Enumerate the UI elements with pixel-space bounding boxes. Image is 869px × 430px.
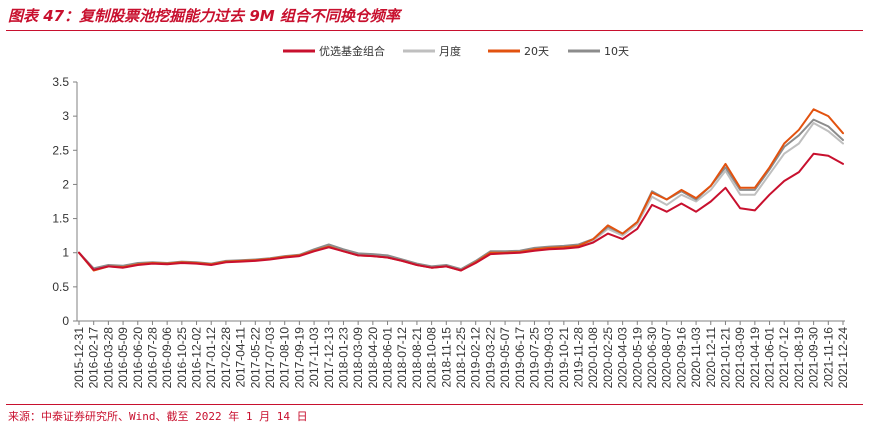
x-tick-label: 2020-04-03 <box>616 327 630 389</box>
legend-label: 20天 <box>524 45 549 58</box>
chart-title: 图表 47：复制股票池挖掘能力过去 9M 组合不同换仓频率 <box>8 7 400 25</box>
x-tick-label: 2017-02-28 <box>219 327 233 389</box>
x-tick-label: 2017-01-12 <box>204 327 218 389</box>
x-tick-label: 2019-09-03 <box>542 327 556 389</box>
legend-label: 优选基金组合 <box>319 44 385 58</box>
y-tick-label: 0.5 <box>52 280 69 294</box>
y-tick-label: 1 <box>62 246 69 260</box>
x-tick-label: 2016-05-09 <box>116 327 130 389</box>
x-tick-label: 2020-06-30 <box>645 327 659 389</box>
legend: 优选基金组合 月度 20天 10天 <box>283 44 629 58</box>
title-divider <box>6 30 863 31</box>
x-tick-label: 2019-07-25 <box>527 327 541 389</box>
y-tick-label: 0 <box>62 314 69 328</box>
x-tick-label: 2019-02-12 <box>469 327 483 389</box>
x-tick-label: 2016-12-02 <box>190 327 204 389</box>
x-tick-label: 2017-08-10 <box>278 327 292 389</box>
x-tick-label: 2021-09-30 <box>807 327 821 389</box>
x-tick-label: 2020-02-25 <box>601 327 615 389</box>
y-tick-label: 2 <box>62 177 69 191</box>
series-lines <box>78 108 844 272</box>
series-line-2 <box>78 108 844 272</box>
y-tick-label: 3.5 <box>52 75 69 89</box>
series-line-1 <box>78 122 844 271</box>
x-tick-label: 2017-12-13 <box>322 327 336 389</box>
legend-label: 10天 <box>604 45 629 58</box>
x-tick-label: 2020-11-03 <box>689 327 703 388</box>
x-tick-label: 2019-11-28 <box>572 327 586 388</box>
x-tick-label: 2020-08-07 <box>660 327 674 389</box>
x-tick-label: 2021-01-21 <box>718 327 732 389</box>
series-line-0 <box>78 152 844 272</box>
y-tick-label: 1.5 <box>52 212 69 226</box>
y-axis-ticks: 0 0.5 1 1.5 2 2.5 3 3.5 <box>52 75 77 328</box>
x-tick-label: 2021-03-09 <box>733 327 747 389</box>
x-tick-label: 2021-06-01 <box>763 327 777 389</box>
x-tick-label: 2015-12-31 <box>72 327 86 389</box>
x-tick-label: 2021-11-16 <box>821 327 835 388</box>
y-tick-label: 2.5 <box>52 143 69 157</box>
line-chart: 优选基金组合 月度 20天 10天 0 0.5 1 1.5 2 2.5 3 3.5 2015-12-… <box>52 44 850 388</box>
legend-label: 月度 <box>439 44 461 58</box>
x-tick-label: 2017-07-03 <box>263 327 277 389</box>
x-tick-label: 2018-03-09 <box>351 327 365 389</box>
x-tick-label: 2016-03-28 <box>101 327 115 389</box>
x-tick-label: 2018-11-15 <box>439 327 453 388</box>
x-tick-label: 2018-12-25 <box>454 327 468 389</box>
x-tick-label: 2018-07-12 <box>395 327 409 389</box>
x-tick-label: 2020-01-08 <box>586 327 600 389</box>
source-note: 来源：中泰证券研究所、Wind、截至 2022 年 1 月 14 日 <box>8 410 308 423</box>
x-tick-label: 2018-01-23 <box>336 327 350 389</box>
x-tick-label: 2019-05-07 <box>498 327 512 389</box>
x-tick-label: 2020-12-11 <box>704 327 718 388</box>
axes <box>76 82 845 322</box>
x-tick-label: 2017-09-19 <box>292 327 306 389</box>
x-tick-label: 2017-05-22 <box>248 327 262 389</box>
x-tick-label: 2021-04-19 <box>748 327 762 389</box>
x-tick-label: 2016-02-17 <box>87 327 101 389</box>
series-line-3 <box>78 118 844 271</box>
x-tick-label: 2016-06-20 <box>131 327 145 389</box>
x-tick-label: 2019-06-17 <box>513 327 527 389</box>
x-tick-label: 2018-04-20 <box>366 327 380 389</box>
x-tick-label: 2018-10-08 <box>425 327 439 389</box>
x-tick-label: 2020-05-19 <box>630 327 644 389</box>
x-tick-label: 2019-10-21 <box>557 327 571 389</box>
x-tick-label: 2019-03-22 <box>483 327 497 389</box>
x-tick-label: 2018-08-21 <box>410 327 424 389</box>
x-tick-label: 2020-09-16 <box>674 327 688 389</box>
x-tick-label: 2016-10-25 <box>175 327 189 389</box>
x-tick-label: 2021-08-19 <box>792 327 806 389</box>
x-tick-label: 2017-04-11 <box>234 327 248 388</box>
y-tick-label: 3 <box>62 109 69 123</box>
x-axis-ticks: 2015-12-31 2016-02-17 2016-03-28 2016-05-09… <box>72 321 850 388</box>
source-divider <box>6 404 863 405</box>
x-tick-label: 2021-12-24 <box>836 327 850 389</box>
x-tick-label: 2016-09-06 <box>160 327 174 389</box>
x-tick-label: 2017-11-03 <box>307 327 321 388</box>
x-tick-label: 2018-06-01 <box>381 327 395 389</box>
x-tick-label: 2021-07-12 <box>777 327 791 389</box>
x-tick-label: 2016-07-28 <box>145 327 159 389</box>
